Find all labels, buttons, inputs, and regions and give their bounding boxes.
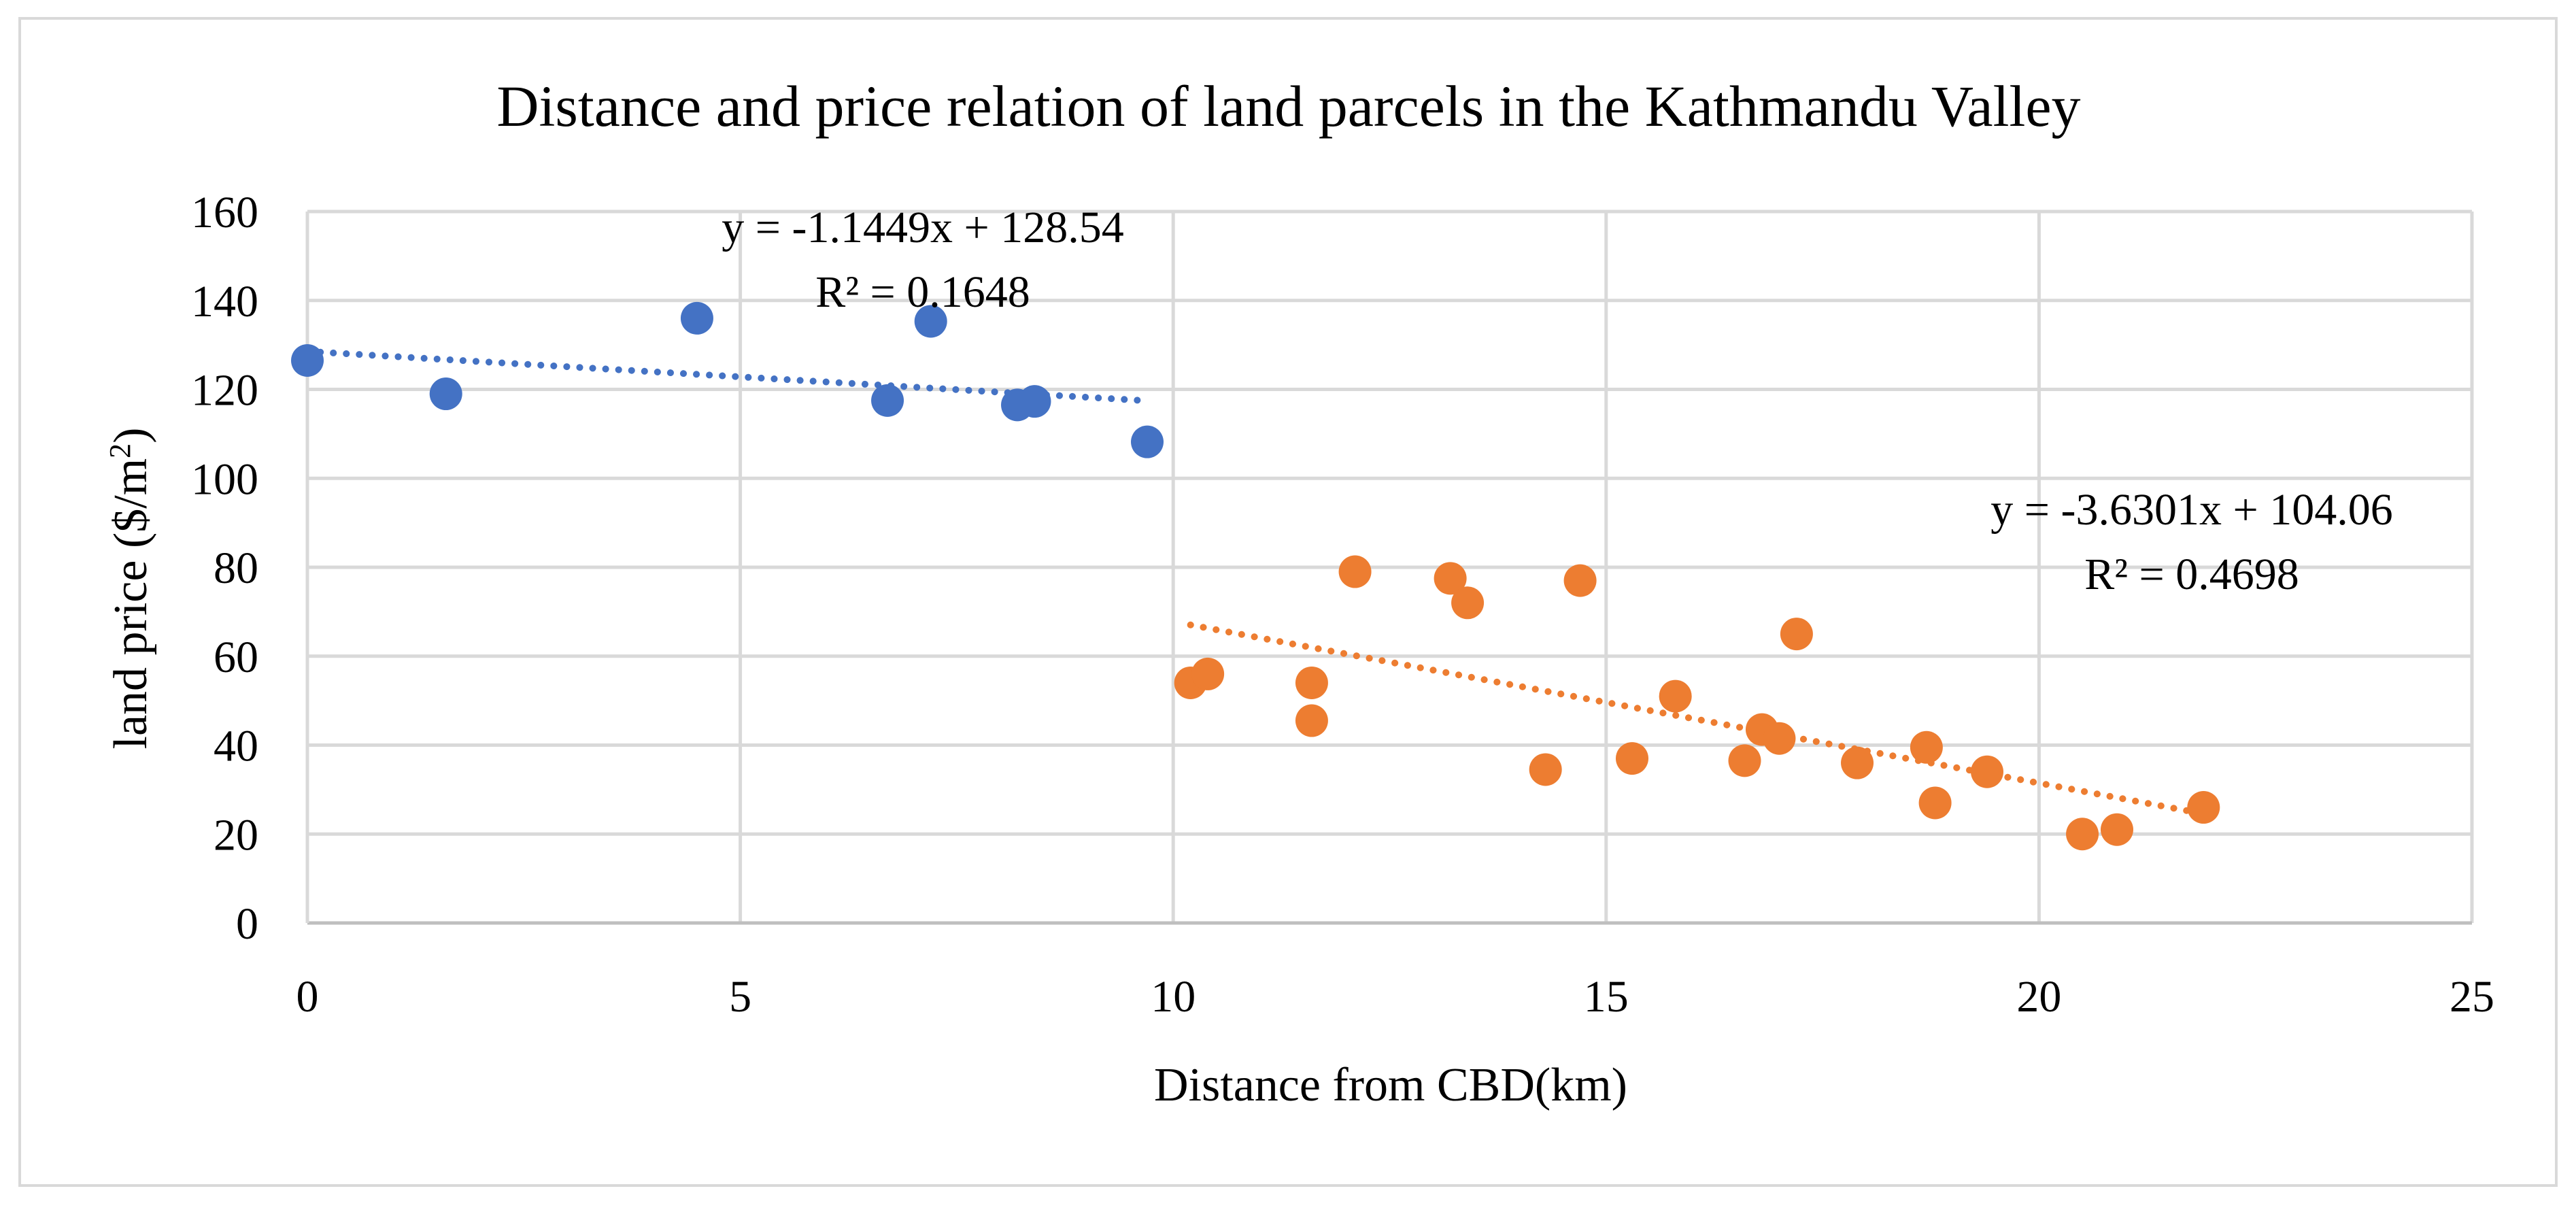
y-tick-label: 40: [214, 722, 258, 771]
data-point-series-2: [1191, 657, 1225, 690]
data-point-series-2: [1615, 742, 1648, 775]
y-tick-label: 20: [214, 810, 258, 860]
data-point-series-2: [1780, 618, 1813, 651]
data-point-series-1: [1131, 425, 1164, 458]
trendline-equation-series-2: y = -3.6301x + 104.06: [1990, 485, 2392, 535]
y-tick-label: 160: [191, 188, 258, 237]
x-tick-label: 0: [296, 972, 319, 1022]
trendline-equation-series-1: y = -1.1449x + 128.54: [722, 203, 1123, 252]
data-point-series-1: [680, 301, 713, 335]
data-point-series-2: [2100, 813, 2133, 846]
data-point-series-2: [1295, 666, 1328, 699]
x-tick-label: 5: [729, 972, 751, 1022]
trendline-labels: y = -1.1449x + 128.54 R² = 0.1648 y = -3.6…: [722, 203, 2392, 599]
data-point-series-2: [1728, 744, 1761, 777]
data-point-series-2: [1338, 555, 1372, 588]
y-tick-label: 80: [214, 543, 258, 593]
data-point-series-2: [1841, 746, 1874, 779]
data-point-series-2: [1529, 753, 1562, 786]
data-point-series-2: [1971, 755, 2004, 788]
data-point-series-1: [871, 384, 904, 417]
y-tick-label: 100: [191, 454, 258, 504]
grid-lines: [307, 209, 2474, 923]
data-point-series-2: [1563, 564, 1597, 597]
y-tick-label: 140: [191, 277, 258, 326]
data-points: [291, 301, 2220, 851]
x-tick-label: 15: [1584, 972, 1629, 1022]
axes: [305, 212, 2472, 925]
x-axis-title: Distance from CBD(km): [1154, 1059, 1627, 1111]
data-point-series-1: [914, 305, 947, 338]
data-point-series-2: [1659, 679, 1692, 713]
y-axis-title-end: ): [105, 428, 157, 443]
y-axis-title-main: land price ($/m: [105, 458, 157, 750]
data-point-series-1: [291, 344, 324, 377]
data-point-series-2: [1910, 730, 1943, 764]
y-axis-title: land price ($/m2): [103, 428, 158, 750]
y-tick-label: 0: [236, 899, 258, 949]
data-point-series-2: [1295, 704, 1328, 737]
x-tick-label: 25: [2450, 972, 2494, 1022]
x-tick-label: 20: [2016, 972, 2061, 1022]
data-point-series-2: [1451, 586, 1485, 620]
trendline-series-2: [1187, 621, 2207, 818]
data-point-series-1: [1018, 385, 1051, 418]
y-axis-title-sup: 2: [103, 443, 137, 458]
data-point-series-2: [1434, 562, 1467, 595]
data-point-series-2: [2066, 818, 2099, 851]
y-tick-label: 60: [214, 633, 258, 682]
data-point-series-2: [2187, 791, 2220, 824]
data-point-series-2: [1918, 786, 1952, 820]
tick-labels: 0 20 40 60 80 100 120 140 160 0 5 10 15 20 25: [191, 188, 2494, 1022]
data-point-series-1: [429, 377, 462, 411]
data-point-series-2: [1763, 722, 1796, 755]
trendline-r2-series-2: R² = 0.4698: [2084, 550, 2299, 599]
y-tick-label: 120: [191, 366, 258, 416]
chart-title: Distance and price relation of land parc…: [496, 73, 2080, 139]
trendline-r2-series-1: R² = 0.1648: [815, 267, 1030, 317]
chart-border: [18, 17, 2558, 1187]
x-tick-label: 10: [1151, 972, 1196, 1022]
